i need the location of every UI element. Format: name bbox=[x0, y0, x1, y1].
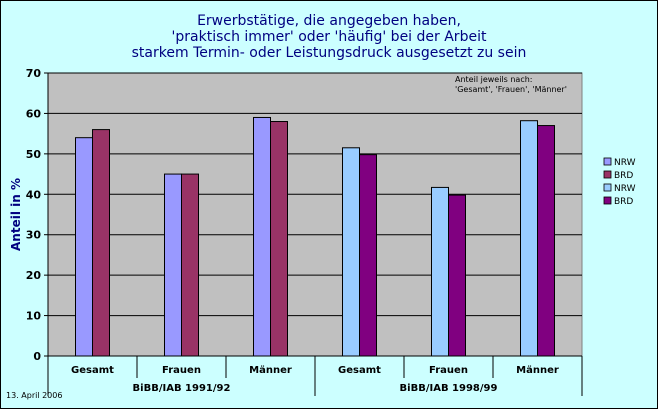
bar-brd bbox=[92, 129, 110, 357]
legend-swatch bbox=[603, 157, 612, 166]
x-category-label: Männer bbox=[249, 365, 292, 376]
y-tick-label: 10 bbox=[26, 310, 42, 323]
legend-swatch bbox=[603, 183, 612, 192]
x-category-label: Männer bbox=[516, 365, 559, 376]
plot-area bbox=[47, 72, 583, 357]
bar-nrw bbox=[164, 173, 182, 357]
bar-brd bbox=[181, 173, 199, 357]
y-tick-label: 20 bbox=[26, 269, 42, 282]
x-category-label: Frauen bbox=[162, 365, 201, 376]
y-tick-label: 30 bbox=[26, 229, 42, 242]
bar-nrw bbox=[431, 186, 449, 357]
legend-label: BRD bbox=[614, 171, 633, 181]
chart-title-line-3: starkem Termin- oder Leistungsdruck ausg… bbox=[131, 45, 527, 61]
legend-label: BRD bbox=[614, 197, 633, 207]
y-axis-label: Anteil in % bbox=[9, 178, 23, 251]
bar-brd bbox=[448, 194, 466, 357]
bar-brd bbox=[537, 125, 555, 357]
bar-brd bbox=[359, 154, 377, 357]
x-group-label: BiBB/IAB 1991/92 bbox=[133, 383, 231, 394]
legend-label: NRW bbox=[614, 184, 636, 194]
bar-nrw bbox=[75, 137, 93, 357]
x-category-label: Gesamt bbox=[338, 365, 381, 376]
y-tick-label: 0 bbox=[33, 350, 41, 363]
bar-nrw bbox=[520, 120, 538, 357]
footer-date: 13. April 2006 bbox=[6, 391, 63, 400]
chart-title-line-1: Erwerbstätige, die angegeben haben, bbox=[197, 13, 461, 29]
x-category-label: Frauen bbox=[429, 365, 468, 376]
y-tick-label: 70 bbox=[26, 67, 42, 80]
bar-nrw bbox=[342, 147, 360, 357]
legend-label: NRW bbox=[614, 158, 636, 168]
y-tick-label: 40 bbox=[26, 188, 42, 201]
chart-title-line-2: 'praktisch immer' oder 'häufig' bei der … bbox=[171, 29, 487, 45]
x-group-label: BiBB/IAB 1998/99 bbox=[400, 383, 498, 394]
legend-swatch bbox=[603, 196, 612, 205]
bar-nrw bbox=[253, 116, 271, 357]
y-tick-label: 50 bbox=[26, 148, 42, 161]
chart-title: Erwerbstätige, die angegeben haben, 'pra… bbox=[0, 13, 658, 61]
legend-swatch bbox=[603, 170, 612, 179]
x-category-label: Gesamt bbox=[71, 365, 114, 376]
y-tick-label: 60 bbox=[26, 107, 42, 120]
chart-annotation-line: Anteil jeweils nach: bbox=[455, 75, 533, 84]
bar-brd bbox=[270, 121, 288, 357]
chart-annotation-line: 'Gesamt', 'Frauen', 'Männer' bbox=[455, 85, 567, 94]
